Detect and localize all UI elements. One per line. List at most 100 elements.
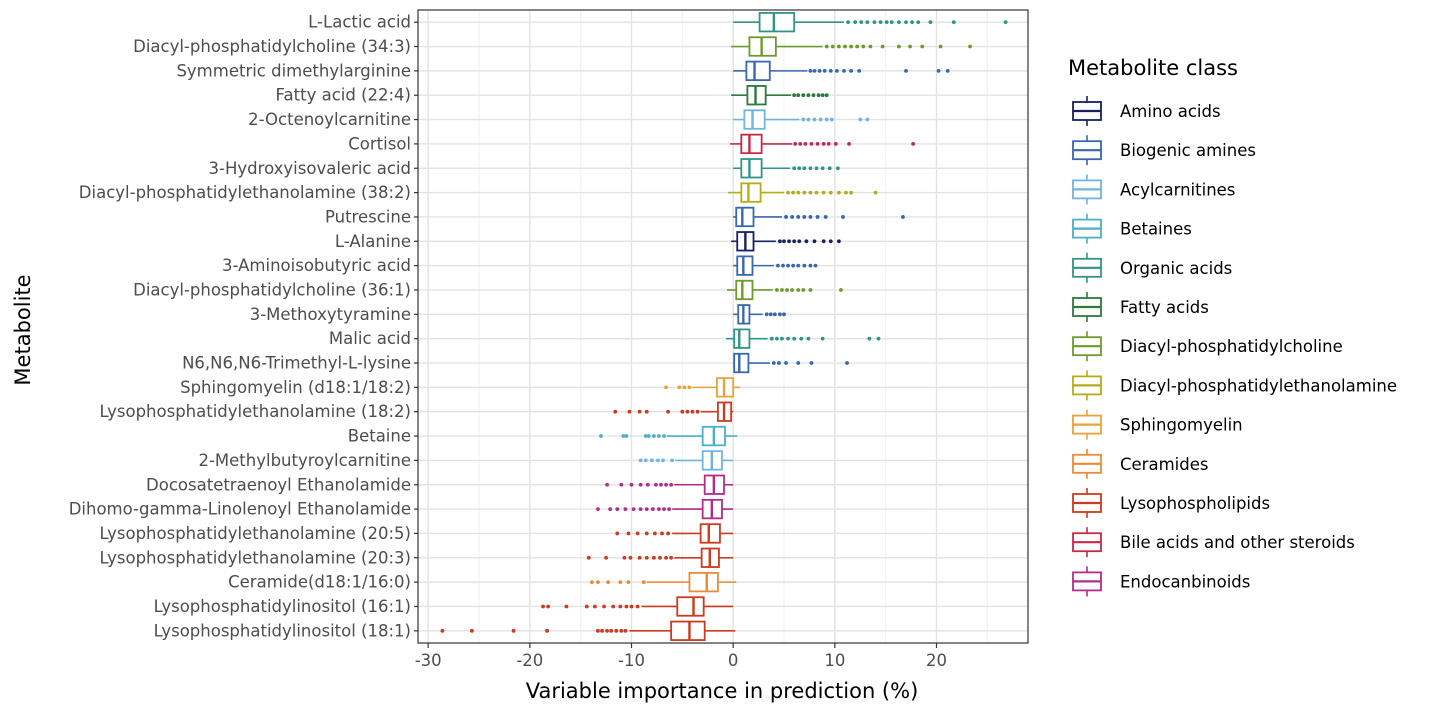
legend-item: Sphingomyelin bbox=[1072, 409, 1243, 440]
outlier-point bbox=[872, 20, 877, 25]
outlier-point bbox=[600, 628, 604, 633]
outlier-point bbox=[908, 44, 912, 49]
outlier-point bbox=[873, 190, 878, 195]
outlier-point bbox=[803, 142, 808, 146]
outlier-point bbox=[545, 628, 550, 633]
outlier-point bbox=[828, 239, 833, 244]
outlier-point bbox=[820, 93, 825, 98]
outlier-point bbox=[818, 117, 823, 122]
outlier-point bbox=[667, 507, 672, 511]
outlier-point bbox=[849, 68, 853, 73]
outlier-point bbox=[687, 385, 692, 390]
iqr-box bbox=[735, 279, 754, 301]
boxplot-l-alanine bbox=[731, 231, 841, 252]
outlier-point bbox=[638, 458, 643, 463]
outlier-point bbox=[827, 166, 832, 171]
outlier-point bbox=[841, 215, 845, 219]
x-tick-label: 10 bbox=[824, 651, 845, 670]
outlier-point bbox=[904, 68, 908, 73]
outlier-point bbox=[644, 555, 649, 560]
outlier-point bbox=[646, 434, 651, 438]
legend-item: Bile acids and other steroids bbox=[1072, 527, 1355, 558]
outlier-point bbox=[669, 555, 674, 560]
boxplot-symmetric-dimethylarginine bbox=[733, 60, 950, 82]
outlier-point bbox=[845, 361, 849, 365]
outlier-point bbox=[792, 336, 797, 341]
outlier-point bbox=[916, 20, 921, 25]
outlier-point bbox=[801, 93, 806, 98]
outlier-point bbox=[802, 166, 807, 171]
outlier-point bbox=[951, 20, 956, 25]
y-tick-label: Lysophosphatidylethanolamine (20:5) bbox=[99, 524, 411, 543]
outlier-point bbox=[857, 68, 862, 73]
outlier-point bbox=[1003, 20, 1008, 25]
outlier-point bbox=[785, 288, 789, 292]
outlier-point bbox=[896, 20, 901, 25]
outlier-point bbox=[564, 604, 569, 609]
outlier-point bbox=[808, 190, 813, 195]
outlier-point bbox=[680, 409, 685, 414]
outlier-point bbox=[782, 312, 786, 317]
outlier-point bbox=[865, 20, 870, 25]
outlier-point bbox=[808, 166, 813, 171]
outlier-point bbox=[623, 628, 628, 633]
outlier-point bbox=[812, 239, 817, 244]
outlier-point bbox=[654, 482, 658, 487]
outlier-point bbox=[650, 507, 655, 511]
outlier-point bbox=[812, 68, 817, 73]
outlier-point bbox=[644, 409, 649, 414]
x-tick-label: -30 bbox=[415, 651, 442, 670]
legend-label: Bile acids and other steroids bbox=[1120, 533, 1355, 552]
y-tick-label: Dihomo-gamma-Linolenoyl Ethanolamide bbox=[69, 500, 411, 519]
panel-border bbox=[417, 9, 1029, 644]
y-tick-label: N6,N6,N6-Trimethyl-L-lysine bbox=[182, 354, 411, 373]
outlier-point bbox=[826, 142, 831, 146]
outlier-point bbox=[772, 312, 777, 317]
outlier-point bbox=[641, 580, 646, 585]
outlier-point bbox=[584, 604, 589, 609]
iqr-box bbox=[740, 182, 762, 203]
outlier-point bbox=[815, 215, 820, 219]
outlier-point bbox=[821, 239, 826, 244]
legend-label: Biogenic amines bbox=[1120, 141, 1256, 160]
outlier-point bbox=[778, 312, 782, 317]
x-tick-label: -20 bbox=[516, 651, 543, 670]
outlier-point bbox=[769, 336, 774, 341]
y-tick-label: L-Lactic acid bbox=[308, 13, 411, 32]
outlier-point bbox=[938, 44, 943, 49]
y-tick-label: 3-Methoxytyramine bbox=[250, 305, 411, 324]
outlier-point bbox=[911, 142, 916, 146]
iqr-box bbox=[740, 158, 763, 179]
outlier-point bbox=[806, 336, 811, 341]
outlier-point bbox=[643, 458, 648, 463]
outlier-point bbox=[611, 604, 616, 609]
legend-label: Fatty acids bbox=[1120, 298, 1209, 317]
iqr-box bbox=[740, 133, 763, 155]
outlier-point bbox=[781, 263, 785, 268]
x-tick-label: -10 bbox=[618, 651, 645, 670]
outlier-point bbox=[867, 336, 872, 341]
outlier-point bbox=[833, 142, 838, 146]
boxplot-putrescine bbox=[733, 206, 905, 228]
y-tick-label: Betaine bbox=[348, 427, 411, 446]
outlier-point bbox=[849, 44, 853, 49]
outlier-point bbox=[605, 628, 609, 633]
outlier-point bbox=[631, 507, 636, 511]
outlier-point bbox=[657, 507, 661, 511]
outlier-point bbox=[844, 190, 848, 195]
outlier-point bbox=[623, 507, 628, 511]
legend-item: Endocanbinoids bbox=[1072, 566, 1250, 597]
outlier-point bbox=[777, 361, 781, 365]
y-tick-label: Lysophosphatidylethanolamine (18:2) bbox=[99, 402, 411, 421]
outlier-point bbox=[593, 604, 597, 609]
outlier-point bbox=[835, 166, 840, 171]
iqr-box bbox=[745, 60, 771, 82]
outlier-point bbox=[787, 239, 791, 244]
boxplot-3-aminoisobutyric-acid bbox=[733, 255, 818, 276]
iqr-box bbox=[733, 352, 750, 374]
outlier-point bbox=[791, 263, 796, 268]
outlier-point bbox=[638, 482, 643, 487]
outlier-point bbox=[677, 385, 682, 390]
outlier-point bbox=[440, 628, 445, 633]
